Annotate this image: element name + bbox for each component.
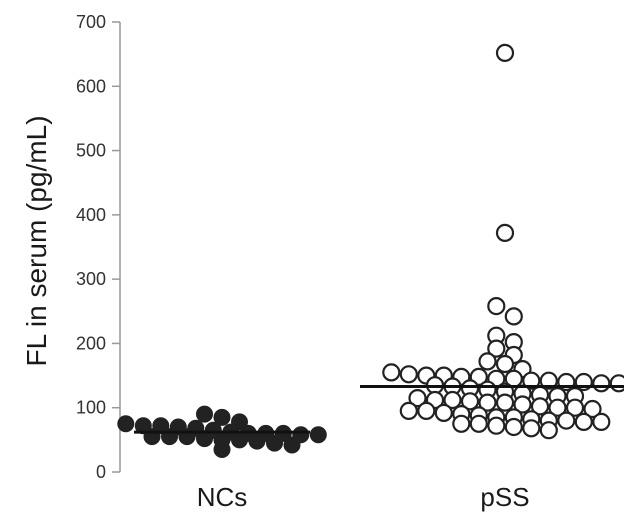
x-category-label: NCs [197,482,248,512]
y-tick-label: 400 [76,205,106,225]
pss-data-point [495,393,515,412]
ncs-data-point [196,405,213,423]
ncs-data-point [283,436,301,454]
pss-data-point [487,297,506,316]
pss-data-point [443,390,462,410]
pss-data-point [557,411,576,430]
pss-data-point [478,352,497,371]
pss-data-point [565,398,585,417]
pss-data-point [592,374,611,393]
y-tick-label: 600 [76,76,106,96]
pss-data-point [460,392,480,411]
median-lines [134,385,624,434]
y-axis-title: FL in serum (pg/mL) [21,115,52,366]
ncs-data-point [309,426,327,444]
pss-data-point [469,414,488,433]
ncs-data-point [117,415,135,433]
ncs-data-point [213,441,231,458]
pss-data-point [574,412,593,431]
pss-data-point [609,374,624,393]
pss-data-point [452,414,471,433]
pss-data-point [592,412,611,431]
ncs-data-point [213,408,231,426]
pss-data-point [548,398,567,417]
pss-data-point [487,416,506,435]
pss-data-point [539,421,558,440]
pss-data-point [382,363,401,382]
ncs-data-point [196,430,213,448]
pss-data-point [583,399,602,419]
pss-data-point [495,223,515,242]
pss-data-point [539,371,558,390]
pss-data-point [399,401,418,420]
pss-data-point [504,307,523,326]
pss-data-point [522,419,541,438]
pss-data-point [408,389,427,408]
pss-data-point [478,393,497,412]
y-tick-label: 700 [76,12,106,32]
pss-data-point [495,43,515,63]
pss-data-point [434,403,453,422]
ncs-data-point [266,434,283,452]
y-tick-label: 100 [76,398,106,418]
pss-data-point [487,339,506,358]
y-tick-label: 500 [76,141,106,161]
pss-data-point [513,395,532,414]
y-tick-label: 200 [76,333,106,353]
y-tick-label: 0 [96,462,106,482]
pss-data-point [504,417,523,437]
ncs-data-point [248,432,266,450]
category-labels: NCs pSS [197,482,530,512]
pss-data-point [399,365,418,384]
ncs-data-point [231,431,248,449]
pss-data-point [530,397,550,416]
data-points [117,43,624,458]
x-category-label: pSS [480,482,529,512]
pss-data-point [522,371,541,390]
y-axis-ticks: 0 100 200 300 400 500 600 700 [76,12,120,482]
pss-data-point [495,354,515,374]
pss-data-point [417,401,436,420]
y-tick-label: 300 [76,269,106,289]
